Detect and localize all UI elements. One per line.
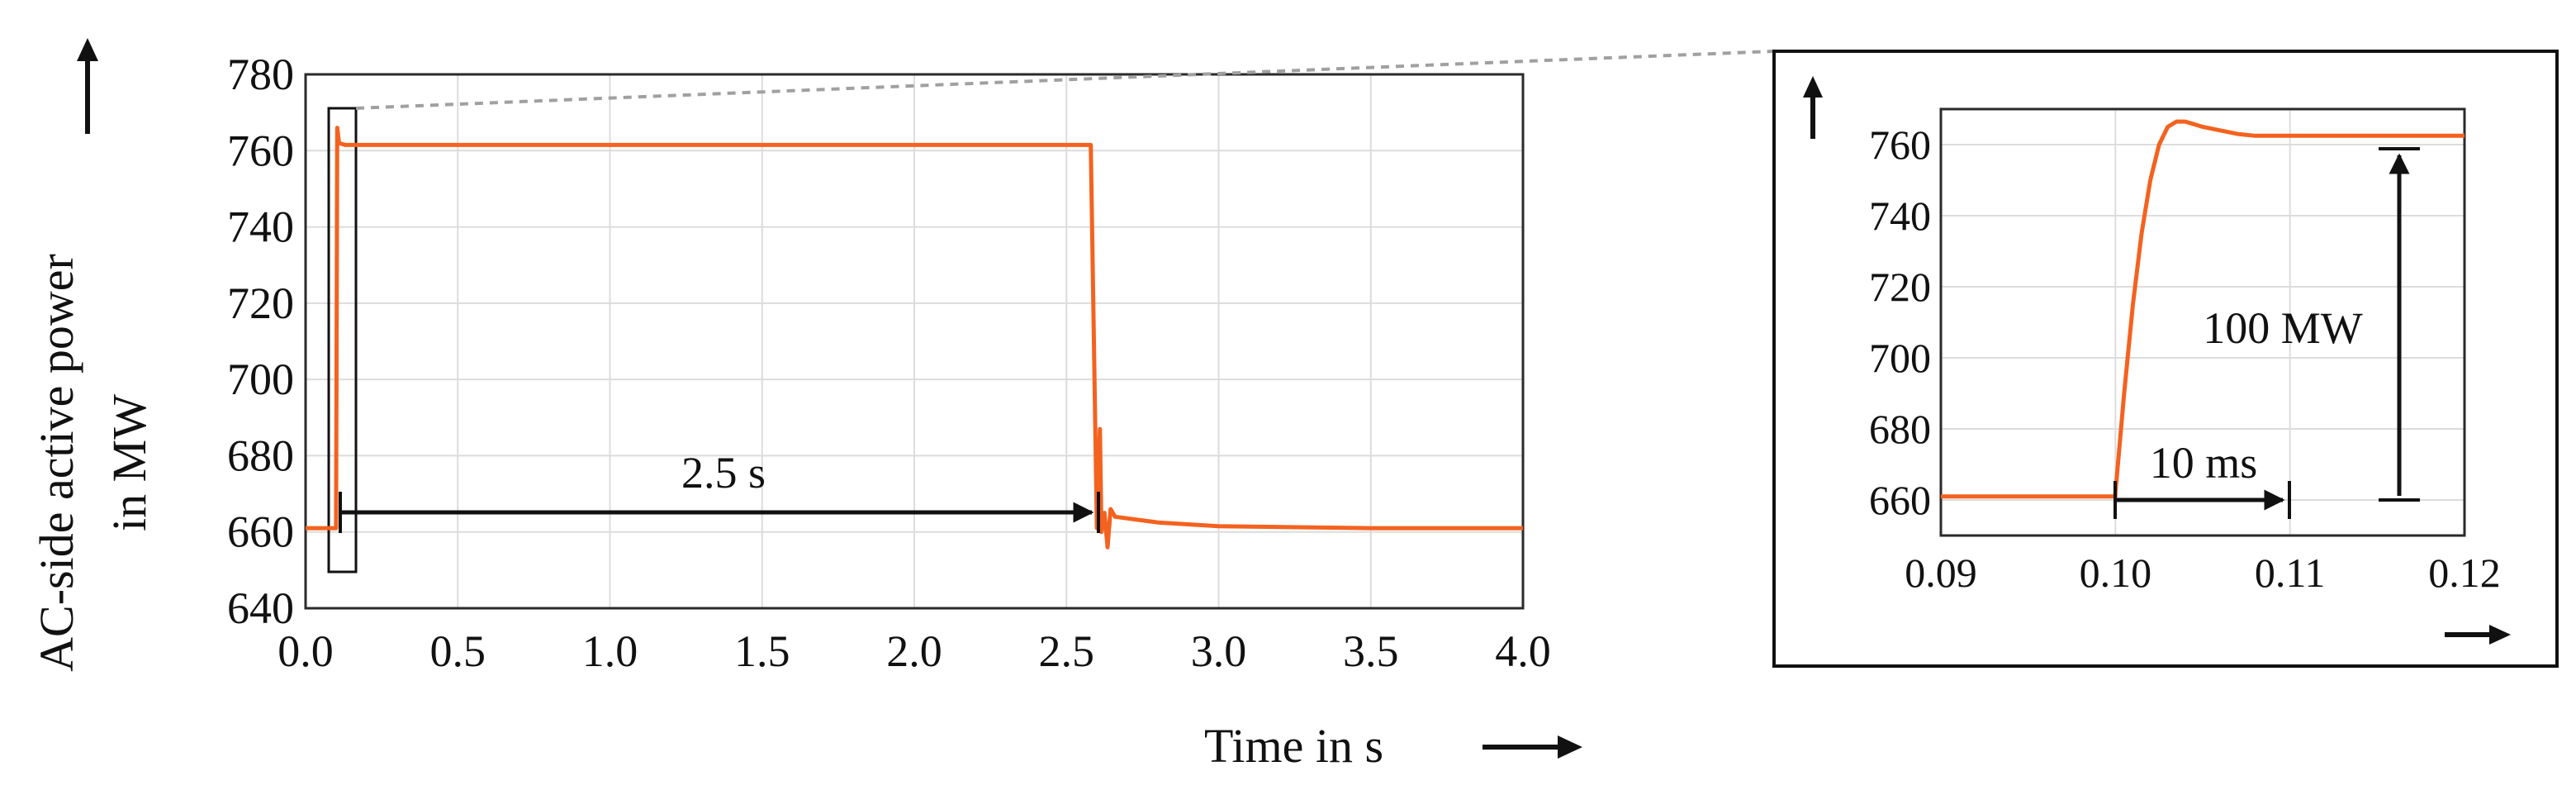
power-step-label-100mw: 100 MW [2203, 303, 2363, 353]
main-y-axis-title: AC-side active power in MW [30, 254, 156, 672]
main-x-tick-label: 1.0 [582, 626, 638, 676]
duration-annotation-10ms: 10 ms [2113, 438, 2291, 519]
inset-x-tick-labels: 0.09 0.10 0.11 0.12 [1905, 550, 2501, 596]
main-x-tick-label: 3.0 [1191, 626, 1247, 676]
main-x-axis-arrow-icon [1483, 735, 1582, 759]
inset-chart: 660 680 700 720 740 760 0.09 0.10 0.11 0.12 10 m… [1772, 50, 2559, 668]
inset-y-tick-label: 680 [1869, 406, 1931, 452]
main-y-tick-label: 660 [227, 507, 294, 557]
main-x-tick-labels: 0.0 0.5 1.0 1.5 2.0 2.5 3.0 3.5 4.0 [278, 626, 1551, 676]
main-y-tick-label: 740 [227, 202, 294, 252]
main-grid [305, 74, 1524, 609]
inset-y-tick-label: 760 [1869, 121, 1931, 168]
main-y-tick-label: 680 [227, 431, 294, 480]
main-x-tick-label: 3.5 [1343, 626, 1399, 676]
inset-x-tick-label: 0.11 [2255, 550, 2326, 596]
main-x-tick-label: 0.0 [278, 626, 334, 676]
main-y-tick-label: 700 [227, 355, 294, 404]
main-x-tick-label: 1.5 [734, 626, 790, 676]
main-y-axis-arrow-icon [77, 38, 98, 134]
main-y-axis-title-line2: in MW [102, 394, 156, 531]
inset-x-tick-label: 0.10 [2080, 550, 2152, 596]
inset-y-tick-labels: 660 680 700 720 740 760 [1869, 121, 1931, 523]
main-series-line [306, 126, 1523, 550]
main-y-tick-label: 760 [227, 126, 294, 175]
main-y-tick-label: 780 [227, 50, 294, 99]
main-x-tick-label: 2.5 [1039, 626, 1095, 676]
inset-series-line [1941, 119, 2465, 499]
inset-x-tick-label: 0.12 [2428, 550, 2501, 596]
inset-y-tick-label: 740 [1869, 193, 1931, 239]
zoom-box [327, 107, 358, 574]
main-plot-frame [304, 73, 1525, 610]
inset-y-tick-label: 700 [1869, 335, 1931, 381]
inset-x-tick-label: 0.09 [1905, 550, 1977, 596]
inset-x-axis-arrow-icon [2445, 625, 2511, 645]
duration-label-10ms: 10 ms [2150, 438, 2258, 488]
power-step-annotation-100mw: 100 MW [2203, 147, 2420, 502]
duration-label-2p5s: 2.5 s [681, 448, 766, 497]
main-x-tick-label: 0.5 [430, 626, 486, 676]
main-y-tick-labels: 640 660 680 700 720 740 760 780 [227, 50, 294, 633]
main-y-tick-label: 640 [227, 583, 294, 633]
zoom-connector-line [355, 50, 1775, 110]
inset-plot-frame [1939, 107, 2466, 537]
main-chart: 640 660 680 700 720 740 760 780 0.0 0.5 1.0 1.5 2.0… [30, 38, 1582, 773]
main-x-axis-title: Time in s [1204, 719, 1383, 773]
duration-annotation-2p5s: 2.5 s [339, 448, 1100, 533]
main-x-tick-label: 4.0 [1495, 626, 1551, 676]
inset-y-tick-label: 720 [1869, 264, 1931, 310]
inset-y-tick-label: 660 [1869, 477, 1931, 523]
main-y-tick-label: 720 [227, 278, 294, 328]
main-y-axis-title-line1: AC-side active power [30, 254, 83, 672]
main-x-tick-label: 2.0 [886, 626, 942, 676]
inset-y-axis-arrow-icon [1803, 76, 1823, 139]
